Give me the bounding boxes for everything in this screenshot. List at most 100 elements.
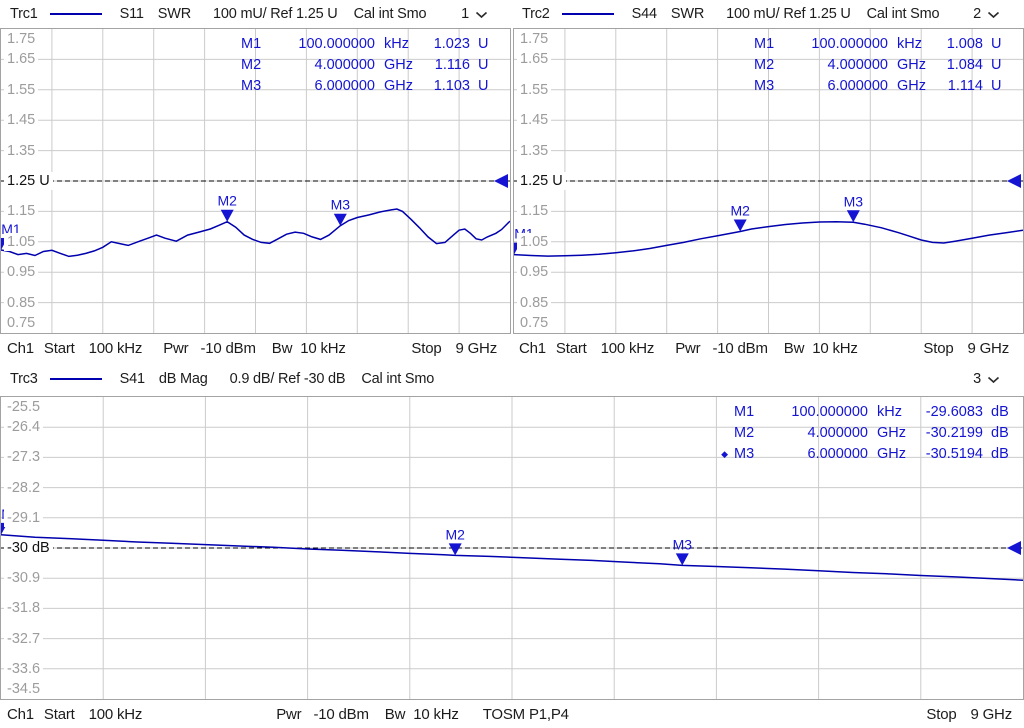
trace-format: SWR: [157, 6, 192, 22]
y-axis-label: 0.85: [4, 293, 39, 312]
y-axis-label: 0.75: [4, 314, 39, 332]
trace-name[interactable]: Trc2: [522, 6, 550, 22]
stop-value: 9 GHz: [970, 705, 1012, 723]
marker-name: M2: [241, 57, 262, 73]
bandwidth-label: Bw: [783, 339, 805, 357]
marker-readout-row-M1: M1 100.000000 kHz -29.6083 dB: [713, 402, 1015, 423]
trace-cal-status: Cal int Smo: [353, 6, 427, 22]
ref-level-indicator[interactable]: [494, 174, 508, 188]
y-axis-label: -28.2: [4, 478, 44, 497]
active-marker-icon: [713, 423, 730, 444]
trace-scale: 0.9 dB/ Ref -30 dB: [229, 371, 346, 387]
channel1-axis-left: Ch1 Start 100 kHz Pwr -10 dBm Bw 10 kHz …: [0, 334, 512, 362]
marker-name: M3: [241, 78, 262, 94]
marker-M2-triangle[interactable]: [448, 543, 462, 556]
trace-name[interactable]: Trc1: [10, 6, 38, 22]
bandwidth-value: 10 kHz: [413, 705, 459, 723]
y-axis-label: 1.65: [517, 50, 552, 69]
marker-frequency-unit: GHz: [897, 57, 926, 73]
ref-level-indicator[interactable]: [1007, 541, 1021, 555]
marker-value: 1.114: [947, 78, 983, 94]
marker-frequency-unit: GHz: [384, 78, 413, 94]
y-axis-label: -29.1: [4, 508, 44, 527]
marker-M3-triangle[interactable]: [846, 210, 860, 223]
start-value: 100 kHz: [600, 339, 655, 357]
marker-readout-table: M1 100.000000 kHz 1.023 U M2 4.000000 GHz 1.116 U…: [220, 34, 502, 97]
marker-M3-label: M3: [673, 536, 693, 552]
channel-selector-3[interactable]: 3: [973, 371, 1000, 387]
stop-value: 9 GHz: [967, 339, 1009, 357]
marker-value: 1.023: [433, 36, 470, 52]
active-marker-icon: [220, 34, 237, 55]
marker-value: 1.103: [433, 78, 470, 94]
marker-readout-row-M3: M3 6.000000 GHz 1.114 U: [733, 76, 1015, 97]
active-marker-icon: ◆: [721, 449, 728, 459]
y-axis-label: 1.55: [517, 80, 552, 99]
marker-name: M2: [734, 425, 755, 441]
marker-M2-triangle[interactable]: [220, 209, 234, 222]
start-label: Start: [43, 339, 75, 357]
trace-format: dB Mag: [158, 371, 208, 387]
trace-parameter: S41: [119, 371, 145, 387]
stop-label: Stop: [926, 705, 957, 723]
marker-frequency: 100.000000: [791, 404, 868, 420]
plot-trc3-s41-dbmag[interactable]: M1 M2 M3 M1 100.000000 kHz -29.6083 dB M2 4.0000…: [0, 396, 1024, 700]
marker-M3-triangle[interactable]: [333, 213, 347, 226]
marker-value-unit: dB: [991, 446, 1009, 462]
channel-axis-row-bottom: Ch1 Start 100 kHz Pwr -10 dBm Bw 10 kHz …: [0, 700, 1024, 728]
active-marker-icon: [733, 76, 750, 97]
channel-selector-2[interactable]: 2: [973, 6, 1000, 22]
channel-selector-1[interactable]: 1: [461, 6, 488, 22]
marker-value: 1.084: [946, 57, 983, 73]
marker-frequency: 6.000000: [827, 78, 888, 94]
channel-label: Ch1: [7, 339, 34, 357]
channel-number: 3: [973, 371, 981, 387]
plots-row-top: M1 M2 M3 M1 100.000000 kHz 1.023 U M2 4.000000 GH…: [0, 28, 1024, 334]
plot-canvas: M1 M2 M3: [1, 29, 510, 333]
active-marker-icon: [733, 34, 750, 55]
marker-value: -29.6083: [925, 404, 983, 420]
marker-value-unit: U: [991, 36, 1002, 52]
channel-label: Ch1: [7, 705, 34, 723]
y-axis-label: 1.65: [4, 50, 39, 69]
trace-curve[interactable]: [1, 534, 1023, 581]
marker-readout-table: M1 100.000000 kHz 1.008 U M2 4.000000 GHz 1.084 U…: [733, 34, 1015, 97]
marker-value-unit: U: [478, 78, 489, 94]
trace-scale: 100 mU/ Ref 1.25 U: [726, 6, 851, 22]
ref-level-label: -30 dB: [4, 539, 53, 557]
chevron-down-icon: [475, 11, 488, 19]
channel1-axis-right: Ch1 Start 100 kHz Pwr -10 dBm Bw 10 kHz …: [512, 334, 1024, 362]
trace-parameter: S44: [631, 6, 657, 22]
marker-readout-row-M1: M1 100.000000 kHz 1.008 U: [733, 34, 1015, 55]
marker-value: 1.008: [946, 36, 983, 52]
channel-number: 2: [973, 6, 981, 22]
y-axis-label: 0.95: [517, 263, 552, 282]
plot-trc1-s11-swr[interactable]: M1 M2 M3 M1 100.000000 kHz 1.023 U M2 4.000000 GH…: [0, 28, 511, 334]
trace-curve[interactable]: [1, 208, 510, 258]
bandwidth-value: 10 kHz: [812, 339, 858, 357]
trace-cal-status: Cal int Smo: [866, 6, 940, 22]
marker-readout-row-M3: M3 6.000000 GHz 1.103 U: [220, 76, 502, 97]
marker-readout-table: M1 100.000000 kHz -29.6083 dB M2 4.000000 GHz -3…: [713, 402, 1015, 465]
marker-value-unit: U: [478, 36, 489, 52]
marker-M2-triangle[interactable]: [733, 219, 747, 232]
trace-name[interactable]: Trc3: [10, 371, 38, 387]
power-label: Pwr: [276, 705, 302, 723]
trace-header-trc2[interactable]: Trc2 S44 SWR 100 mU/ Ref 1.25 U Cal int …: [512, 0, 1024, 28]
y-axis-label: 1.35: [517, 141, 552, 160]
marker-name: M1: [734, 404, 755, 420]
marker-M3-triangle[interactable]: [675, 553, 689, 566]
marker-name: M3: [754, 78, 775, 94]
marker-name: M1: [241, 36, 262, 52]
chevron-down-icon: [987, 376, 1000, 384]
trace-curve[interactable]: [514, 220, 1023, 257]
trace-header-trc1[interactable]: Trc1 S11 SWR 100 mU/ Ref 1.25 U Cal int …: [0, 0, 512, 28]
plot-trc2-s44-swr[interactable]: M1 M2 M3 M1 100.000000 kHz 1.008 U M2 4.000000 GH…: [513, 28, 1024, 334]
marker-value-unit: U: [991, 57, 1002, 73]
start-label: Start: [555, 339, 587, 357]
y-axis-label: 1.05: [517, 232, 552, 251]
chevron-down-icon: [987, 11, 1000, 19]
trace-header-trc3[interactable]: Trc3 S41 dB Mag 0.9 dB/ Ref -30 dB Cal i…: [0, 362, 1024, 396]
marker-value-unit: U: [478, 57, 489, 73]
ref-level-indicator[interactable]: [1007, 174, 1021, 188]
